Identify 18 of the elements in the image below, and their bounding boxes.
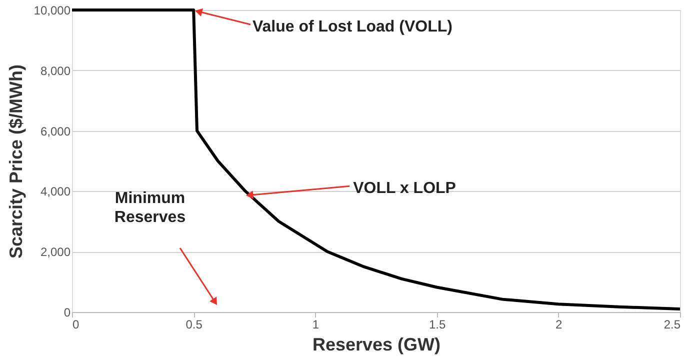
- y-tick-label: 4,000: [40, 184, 71, 199]
- x-tick-label: 2.5: [664, 318, 681, 332]
- annotation: VOLL x LOLP: [353, 180, 456, 198]
- x-tick-label: 0.5: [186, 318, 203, 332]
- y-axis-title: Scarcity Price ($/MWh): [6, 64, 26, 259]
- annotation: Minimum Reserves: [114, 190, 186, 226]
- y-tick-label: 6,000: [40, 124, 71, 138]
- x-tick-label: 1: [312, 318, 320, 332]
- x-tick-label: 2: [556, 318, 563, 332]
- x-tick-label: 0: [72, 318, 80, 332]
- y-tick-label: 2,000: [40, 245, 71, 260]
- y-tick-label: 8,000: [40, 64, 71, 78]
- x-axis-title: Reserves (GW): [312, 334, 441, 354]
- y-tick-label: 10,000: [34, 4, 71, 18]
- annotation: Value of Lost Load (VOLL): [252, 18, 452, 36]
- x-tick-label: 1.5: [428, 318, 446, 332]
- line-series: [70, 8, 682, 310]
- y-tick-label: 0: [64, 306, 71, 320]
